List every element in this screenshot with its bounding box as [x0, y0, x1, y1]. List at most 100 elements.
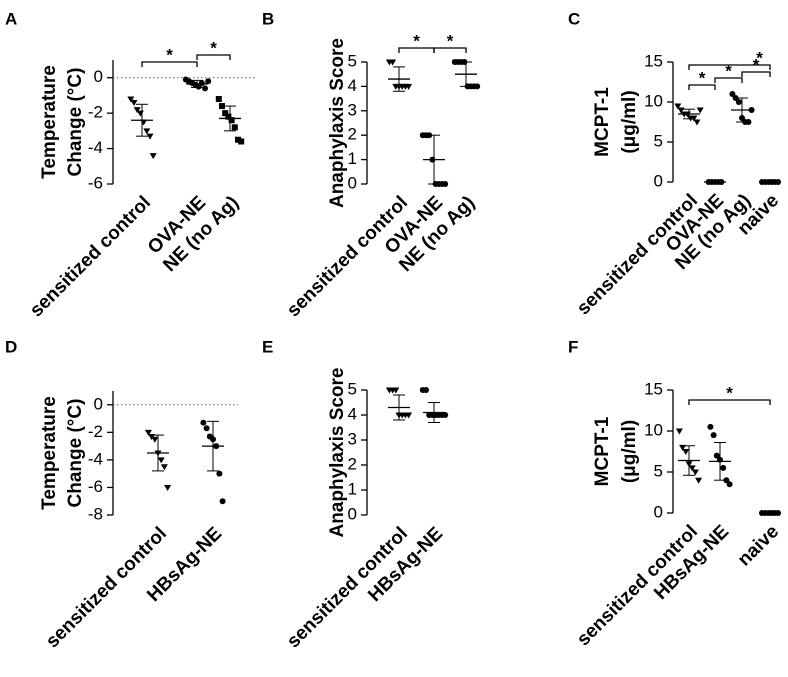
error-bar: [207, 420, 219, 472]
data-point: [216, 470, 223, 477]
y-axis-label: Change (°C): [65, 399, 86, 508]
data-point: [675, 428, 683, 435]
data-point: [151, 436, 159, 443]
data-point: [707, 423, 714, 430]
data-point: [205, 78, 212, 85]
data-point: [729, 91, 736, 97]
data-point: [674, 103, 682, 110]
significance-label: *: [725, 61, 732, 80]
data-point: [713, 452, 720, 459]
data-point: [203, 425, 210, 432]
x-tick-label: sensitized control: [283, 192, 412, 321]
y-axis-label: Change (°C): [65, 68, 86, 177]
y-tick-label: 5: [348, 379, 357, 398]
data-point: [696, 107, 704, 114]
data-point: [200, 419, 207, 426]
significance-label: *: [726, 383, 733, 402]
data-point: [219, 103, 225, 110]
data-point: [127, 96, 135, 103]
data-point: [720, 464, 727, 471]
error-bar: [683, 445, 695, 476]
significance-label: *: [413, 31, 420, 50]
y-tick-label: 10: [644, 91, 663, 110]
y-axis-label: (μg/ml): [619, 90, 640, 153]
y-tick-label: -8: [88, 504, 103, 523]
y-tick-label: 4: [348, 76, 357, 95]
data-point: [215, 95, 222, 102]
y-tick-label: 0: [94, 67, 103, 86]
y-tick-label: 0: [654, 171, 663, 190]
y-tick-label: 15: [644, 51, 663, 70]
data-point: [688, 465, 696, 472]
data-point: [235, 136, 241, 143]
data-point: [442, 181, 449, 187]
y-tick-label: 1: [348, 149, 357, 168]
y-tick-label: -4: [88, 138, 103, 157]
error-bar: [736, 97, 748, 123]
y-tick-label: 15: [644, 379, 663, 398]
y-tick-label: 0: [348, 504, 357, 523]
error-bar: [224, 105, 236, 132]
significance-bracket: [688, 399, 771, 405]
data-point: [202, 85, 208, 92]
significance-label: *: [756, 48, 763, 67]
data-point: [130, 100, 138, 107]
y-tick-label: 3: [348, 429, 357, 448]
data-point: [745, 119, 752, 125]
panel-label: E: [262, 337, 273, 356]
y-tick-label: 2: [348, 454, 357, 473]
data-point: [691, 469, 699, 476]
y-tick-label: 1: [348, 479, 357, 498]
panel-label: C: [568, 9, 580, 28]
data-point: [149, 153, 157, 160]
panel-label: D: [5, 337, 17, 356]
y-tick-label: 0: [94, 394, 103, 413]
y-tick-label: 0: [348, 173, 357, 192]
significance-bracket: [433, 47, 467, 53]
data-point: [146, 133, 154, 140]
y-tick-label: 0: [654, 502, 663, 521]
data-point: [710, 432, 717, 439]
error-bar: [683, 108, 695, 120]
significance-label: *: [210, 38, 217, 57]
error-bar: [191, 79, 203, 88]
y-tick-label: -2: [88, 103, 103, 122]
data-point: [228, 117, 235, 124]
significance-bracket: [741, 71, 771, 77]
data-point: [198, 80, 205, 87]
data-point: [423, 387, 429, 393]
y-tick-label: -2: [88, 422, 103, 441]
y-tick-label: 2: [348, 125, 357, 144]
error-bar: [714, 441, 726, 481]
error-bar: [393, 66, 405, 92]
y-tick-label: -4: [88, 449, 103, 468]
data-point: [726, 481, 733, 488]
y-axis-label: Temperature: [39, 396, 60, 510]
data-point: [133, 107, 141, 114]
data-point: [160, 464, 168, 471]
significance-bracket: [714, 77, 743, 83]
y-tick-label: -6: [88, 173, 103, 192]
error-bar: [393, 394, 405, 421]
x-tick-label: naive: [734, 521, 783, 570]
data-point: [164, 484, 172, 491]
significance-bracket: [688, 64, 771, 70]
data-point: [238, 138, 245, 145]
panel-label: B: [262, 9, 274, 28]
y-tick-label: 5: [654, 461, 663, 480]
data-point: [143, 128, 151, 135]
error-bar: [428, 134, 440, 185]
error-bar: [136, 103, 148, 137]
y-axis-label: MCPT-1: [592, 87, 613, 157]
data-point: [136, 110, 144, 117]
data-point: [677, 107, 685, 114]
y-axis-label: Anaphylaxis Score: [327, 38, 348, 208]
y-tick-label: 10: [644, 420, 663, 439]
data-point: [222, 110, 229, 117]
y-tick-label: 5: [348, 51, 357, 70]
data-point: [732, 95, 739, 101]
data-point: [474, 83, 481, 90]
y-axis-label: (μg/ml): [619, 420, 640, 483]
significance-label: *: [699, 68, 706, 87]
